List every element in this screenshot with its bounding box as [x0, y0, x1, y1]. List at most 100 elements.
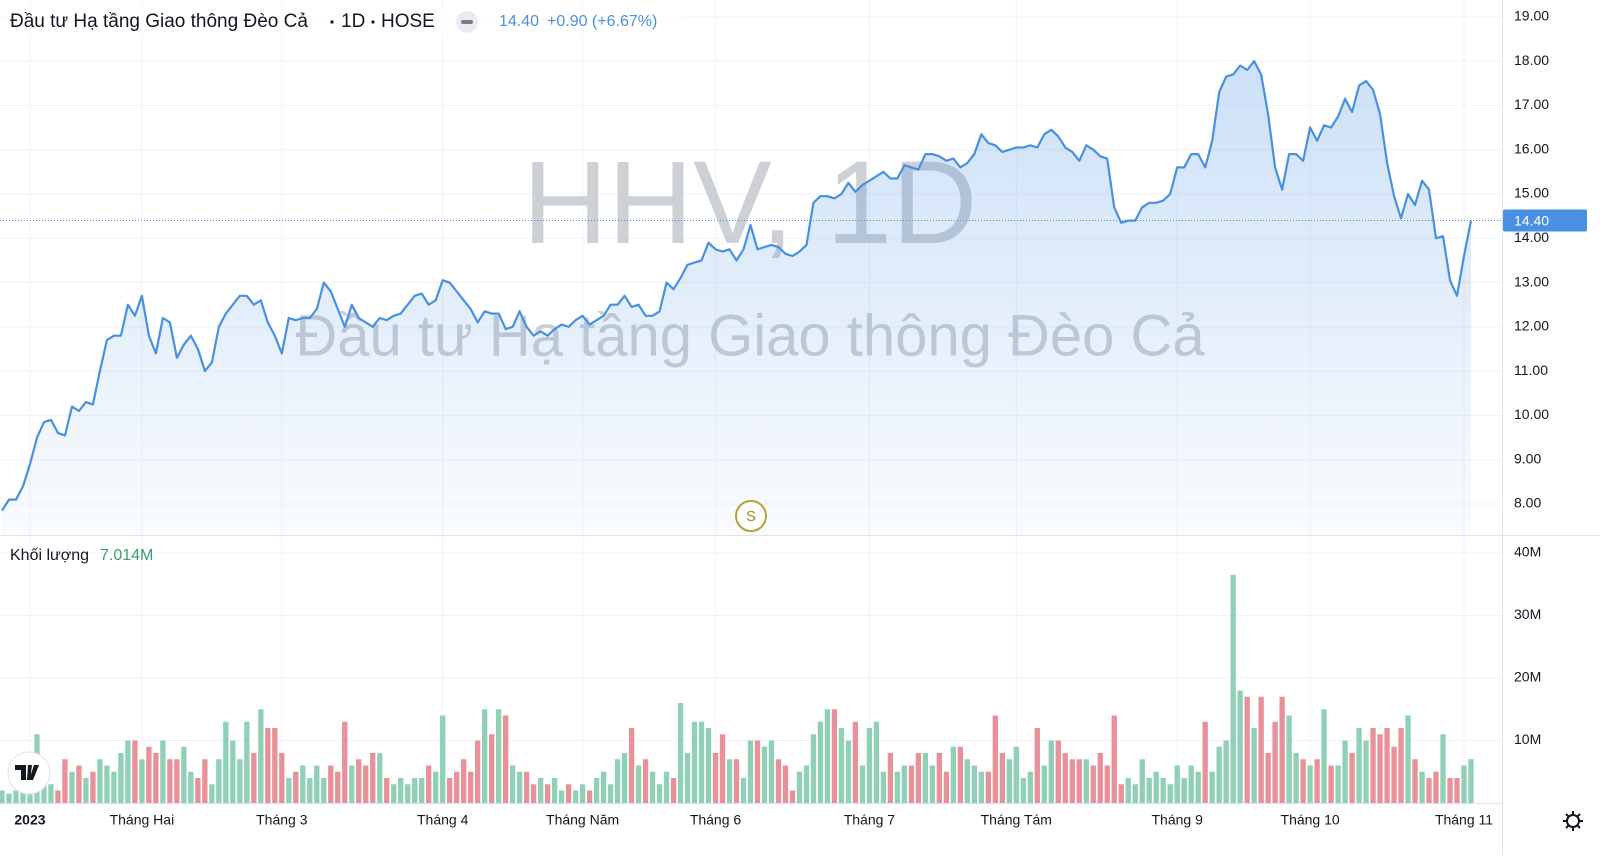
volume-bar [1321, 709, 1327, 803]
volume-bar [943, 771, 950, 803]
volume-bar [1391, 746, 1397, 803]
volume-bar [251, 753, 257, 803]
volume-bar [831, 709, 838, 803]
volume-bar [1377, 734, 1383, 803]
volume-bar [621, 753, 628, 803]
volume-bar [866, 728, 873, 803]
settings-button[interactable] [1563, 811, 1583, 831]
volume-bar [1293, 753, 1299, 803]
volume-bar [461, 759, 467, 803]
y-tick-label: 18.00 [1514, 52, 1549, 68]
y-tick-label: 20M [1514, 669, 1541, 685]
volume-bar [447, 778, 453, 803]
volume-bar [1167, 784, 1173, 803]
volume-bar [908, 765, 915, 803]
volume-bar [1265, 753, 1271, 803]
volume-bar [859, 765, 866, 803]
volume-bar [1384, 728, 1390, 803]
volume-bar [286, 778, 292, 803]
volume-bar [454, 771, 460, 803]
y-tick-label: 14.00 [1514, 229, 1549, 245]
volume-bar [202, 759, 208, 803]
status-icon [461, 20, 473, 24]
dot [330, 20, 334, 24]
volume-bar [1314, 759, 1320, 803]
exchange: HOSE [381, 11, 435, 32]
volume-bar [1048, 740, 1054, 803]
price-change: +0.90 (+6.67%) [547, 13, 657, 30]
volume-bar [48, 784, 54, 803]
volume-bar [1398, 728, 1404, 803]
volume-bar [579, 784, 586, 803]
volume-bar [160, 740, 166, 803]
x-tick-label: Tháng 3 [256, 812, 308, 828]
volume-bar [894, 771, 901, 803]
volume-bar [691, 721, 698, 803]
volume-bar [335, 771, 341, 803]
logo[interactable] [7, 751, 51, 795]
volume-bar [1118, 784, 1124, 803]
volume-bar [537, 778, 544, 803]
volume-bar [412, 778, 418, 803]
last-price-badge [1503, 209, 1587, 232]
y-tick-label: 13.00 [1514, 273, 1549, 289]
volume-bar [265, 728, 271, 803]
volume-bar [810, 734, 817, 803]
split-marker[interactable]: S [735, 500, 767, 532]
volume-bar [342, 721, 348, 803]
volume-bar [363, 765, 369, 803]
volume-bar [957, 746, 964, 803]
y-tick-label: 10M [1514, 731, 1541, 747]
x-tick-label: Tháng 11 [1435, 812, 1493, 828]
volume-bar [1160, 778, 1166, 803]
volume-bar [971, 765, 977, 803]
volume-bar [146, 746, 152, 803]
volume-bar [440, 715, 446, 803]
last-price-label: 14.40 [1514, 212, 1549, 228]
volume-bar [1174, 765, 1180, 803]
volume-bar [726, 759, 733, 803]
volume-bar [216, 759, 222, 803]
dot [371, 20, 375, 24]
volume-bar [1454, 778, 1460, 803]
volume-bar [663, 771, 670, 803]
volume-bar [1195, 771, 1201, 803]
volume-bar [1447, 778, 1453, 803]
volume-bar [530, 784, 537, 803]
volume-bar [1349, 753, 1355, 803]
volume-bar [733, 759, 740, 803]
volume-bar [1069, 759, 1075, 803]
volume-bar [1041, 765, 1047, 803]
volume-bar [922, 753, 929, 803]
volume-bar [69, 771, 75, 803]
volume-bar [782, 765, 789, 803]
volume-bar [502, 715, 509, 803]
interval: 1D [341, 11, 365, 32]
y-tick-label: 17.00 [1514, 96, 1549, 112]
volume-bar [684, 753, 691, 803]
volume-bar [544, 784, 551, 803]
volume-bar [1440, 734, 1446, 803]
volume-bar [649, 771, 656, 803]
volume-bar [1426, 778, 1432, 803]
volume-bar [978, 771, 984, 803]
volume-bar [642, 759, 649, 803]
volume-bar [950, 746, 957, 803]
price-line [1, 60, 1473, 512]
last-price: 14.40 [499, 13, 539, 30]
volume-bar [1181, 778, 1187, 803]
volume-bar [677, 703, 684, 803]
volume-bar [132, 740, 138, 803]
volume-bar [1279, 696, 1285, 803]
x-tick-label: Tháng Tám [981, 812, 1052, 828]
volume-bar [1286, 715, 1292, 803]
x-tick-label: Tháng Năm [546, 812, 619, 828]
volume-bar [796, 771, 803, 803]
area-fill [2, 61, 1471, 535]
volume-bar [13, 790, 19, 803]
logo-mark [15, 765, 39, 780]
volume-bar [76, 765, 82, 803]
y-tick-label: 11.00 [1514, 362, 1548, 378]
volume-bar [1139, 759, 1145, 803]
volume-bar [852, 721, 859, 803]
